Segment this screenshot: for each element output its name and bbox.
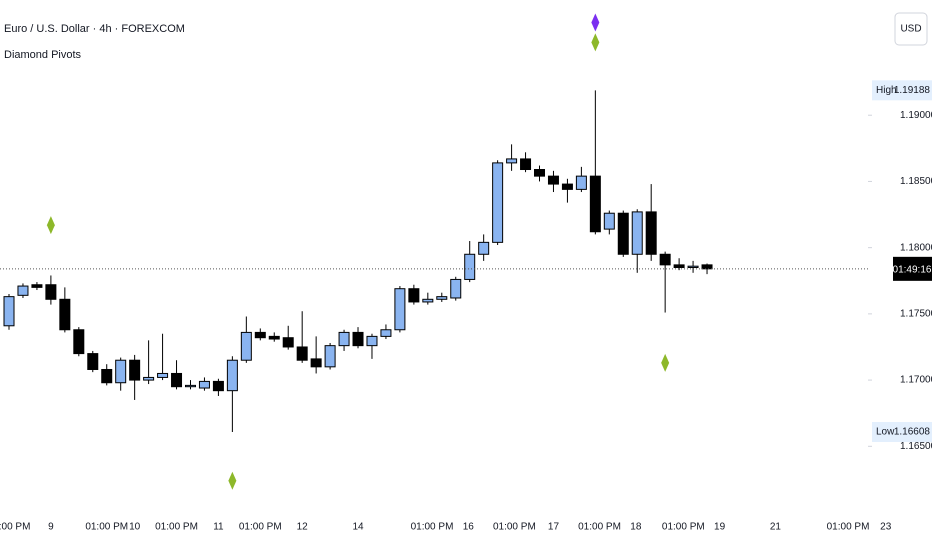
candle-body — [352, 331, 364, 347]
candle-body — [171, 372, 183, 388]
price-label-box — [872, 421, 932, 442]
x-tick-label: 01:00 PM — [578, 522, 621, 533]
candle-body — [366, 335, 378, 347]
candle-body — [506, 158, 518, 164]
candle-body — [589, 175, 601, 233]
candle-body — [464, 253, 476, 280]
candle-body — [673, 264, 685, 269]
x-tick-label: 19 — [714, 522, 726, 533]
candle-body — [408, 288, 420, 303]
candle-body — [687, 265, 699, 269]
candle-body — [617, 212, 629, 255]
x-tick-label: 01:00 PM — [0, 522, 30, 533]
candle-body — [296, 346, 308, 361]
x-tick-label: 14 — [352, 522, 364, 533]
candle-body — [212, 380, 224, 392]
x-tick-label: 01:00 PM — [155, 522, 198, 533]
pivot-diamond — [228, 471, 237, 490]
candle-body — [492, 162, 504, 243]
candle-body — [547, 175, 559, 185]
x-tick-label: 21 — [770, 522, 782, 533]
candle-body — [240, 331, 252, 361]
candle-body — [3, 296, 15, 327]
x-tick-label: 01:00 PM — [85, 522, 128, 533]
x-tick-label: 01:00 PM — [662, 522, 705, 533]
candle-body — [422, 298, 434, 303]
candle-body — [450, 278, 462, 299]
candle-body — [45, 284, 57, 300]
countdown-box — [893, 256, 932, 281]
candle-body — [478, 241, 490, 255]
pivot-diamond — [46, 216, 55, 235]
candle-body — [73, 329, 85, 355]
candle-body — [324, 345, 336, 368]
currency-label[interactable]: USD — [900, 24, 921, 35]
candle-body — [31, 284, 43, 288]
candle-body — [310, 358, 322, 368]
x-tick-label: 16 — [463, 522, 475, 533]
candle-body — [226, 359, 238, 392]
candle-body — [603, 212, 615, 230]
x-tick-label: 01:00 PM — [411, 522, 454, 533]
candle-body — [380, 329, 392, 337]
candle-body — [645, 211, 657, 255]
candle-body — [575, 175, 587, 190]
y-tick-label: 1.18500 — [900, 176, 932, 187]
candle-body — [115, 359, 127, 384]
y-tick-label: 1.17500 — [900, 309, 932, 320]
candle-body — [338, 331, 350, 347]
candle-body — [143, 376, 155, 381]
candle-body — [129, 359, 141, 381]
pivot-diamond — [591, 33, 600, 52]
candle-body — [520, 158, 532, 171]
x-tick-label: 23 — [880, 522, 892, 533]
x-tick-label: 01:00 PM — [827, 522, 870, 533]
candle-body — [101, 368, 113, 384]
candle-body — [534, 169, 546, 177]
candle-body — [157, 372, 169, 378]
candle-body — [268, 335, 280, 340]
candle-body — [254, 331, 266, 339]
x-tick-label: 10 — [129, 522, 141, 533]
candle-body — [561, 183, 573, 190]
pivot-diamond — [661, 353, 670, 372]
x-tick-label: 18 — [630, 522, 642, 533]
x-tick-label: 9 — [48, 522, 54, 533]
countdown: 01:49:16 — [893, 264, 932, 275]
chart-title: Euro / U.S. Dollar · 4h · FOREXCOM — [4, 23, 185, 35]
candle-body — [87, 353, 99, 370]
candle-body — [184, 384, 196, 388]
candle-body — [282, 337, 294, 348]
x-tick-label: 11 — [213, 522, 224, 533]
candle-body — [659, 253, 671, 266]
x-tick-label: 01:00 PM — [239, 522, 282, 533]
y-tick-label: 1.16500 — [900, 441, 932, 452]
indicator-name: Diamond Pivots — [4, 49, 82, 61]
price-label-name: High — [876, 85, 897, 96]
candle-body — [701, 264, 713, 270]
x-tick-label: 12 — [297, 522, 309, 533]
price-label-value: 1.19188 — [894, 85, 931, 96]
candle-body — [394, 288, 406, 331]
y-tick-label: 1.18000 — [900, 242, 932, 253]
candle-body — [198, 380, 210, 389]
candle-body — [436, 296, 448, 300]
candle-body — [17, 285, 29, 296]
x-tick-label: 17 — [548, 522, 560, 533]
y-tick-label: 1.19000 — [900, 110, 932, 121]
candle-body — [631, 211, 643, 255]
currency-button[interactable] — [894, 12, 928, 46]
price-label-name: Low — [876, 427, 895, 438]
plot — [3, 90, 713, 432]
price-label-value: 1.16608 — [894, 427, 931, 438]
candle-body — [59, 298, 71, 331]
pivot-diamond — [591, 13, 600, 32]
y-tick-label: 1.17000 — [900, 375, 932, 386]
price-label-box — [872, 80, 932, 101]
x-tick-label: 01:00 PM — [493, 522, 536, 533]
